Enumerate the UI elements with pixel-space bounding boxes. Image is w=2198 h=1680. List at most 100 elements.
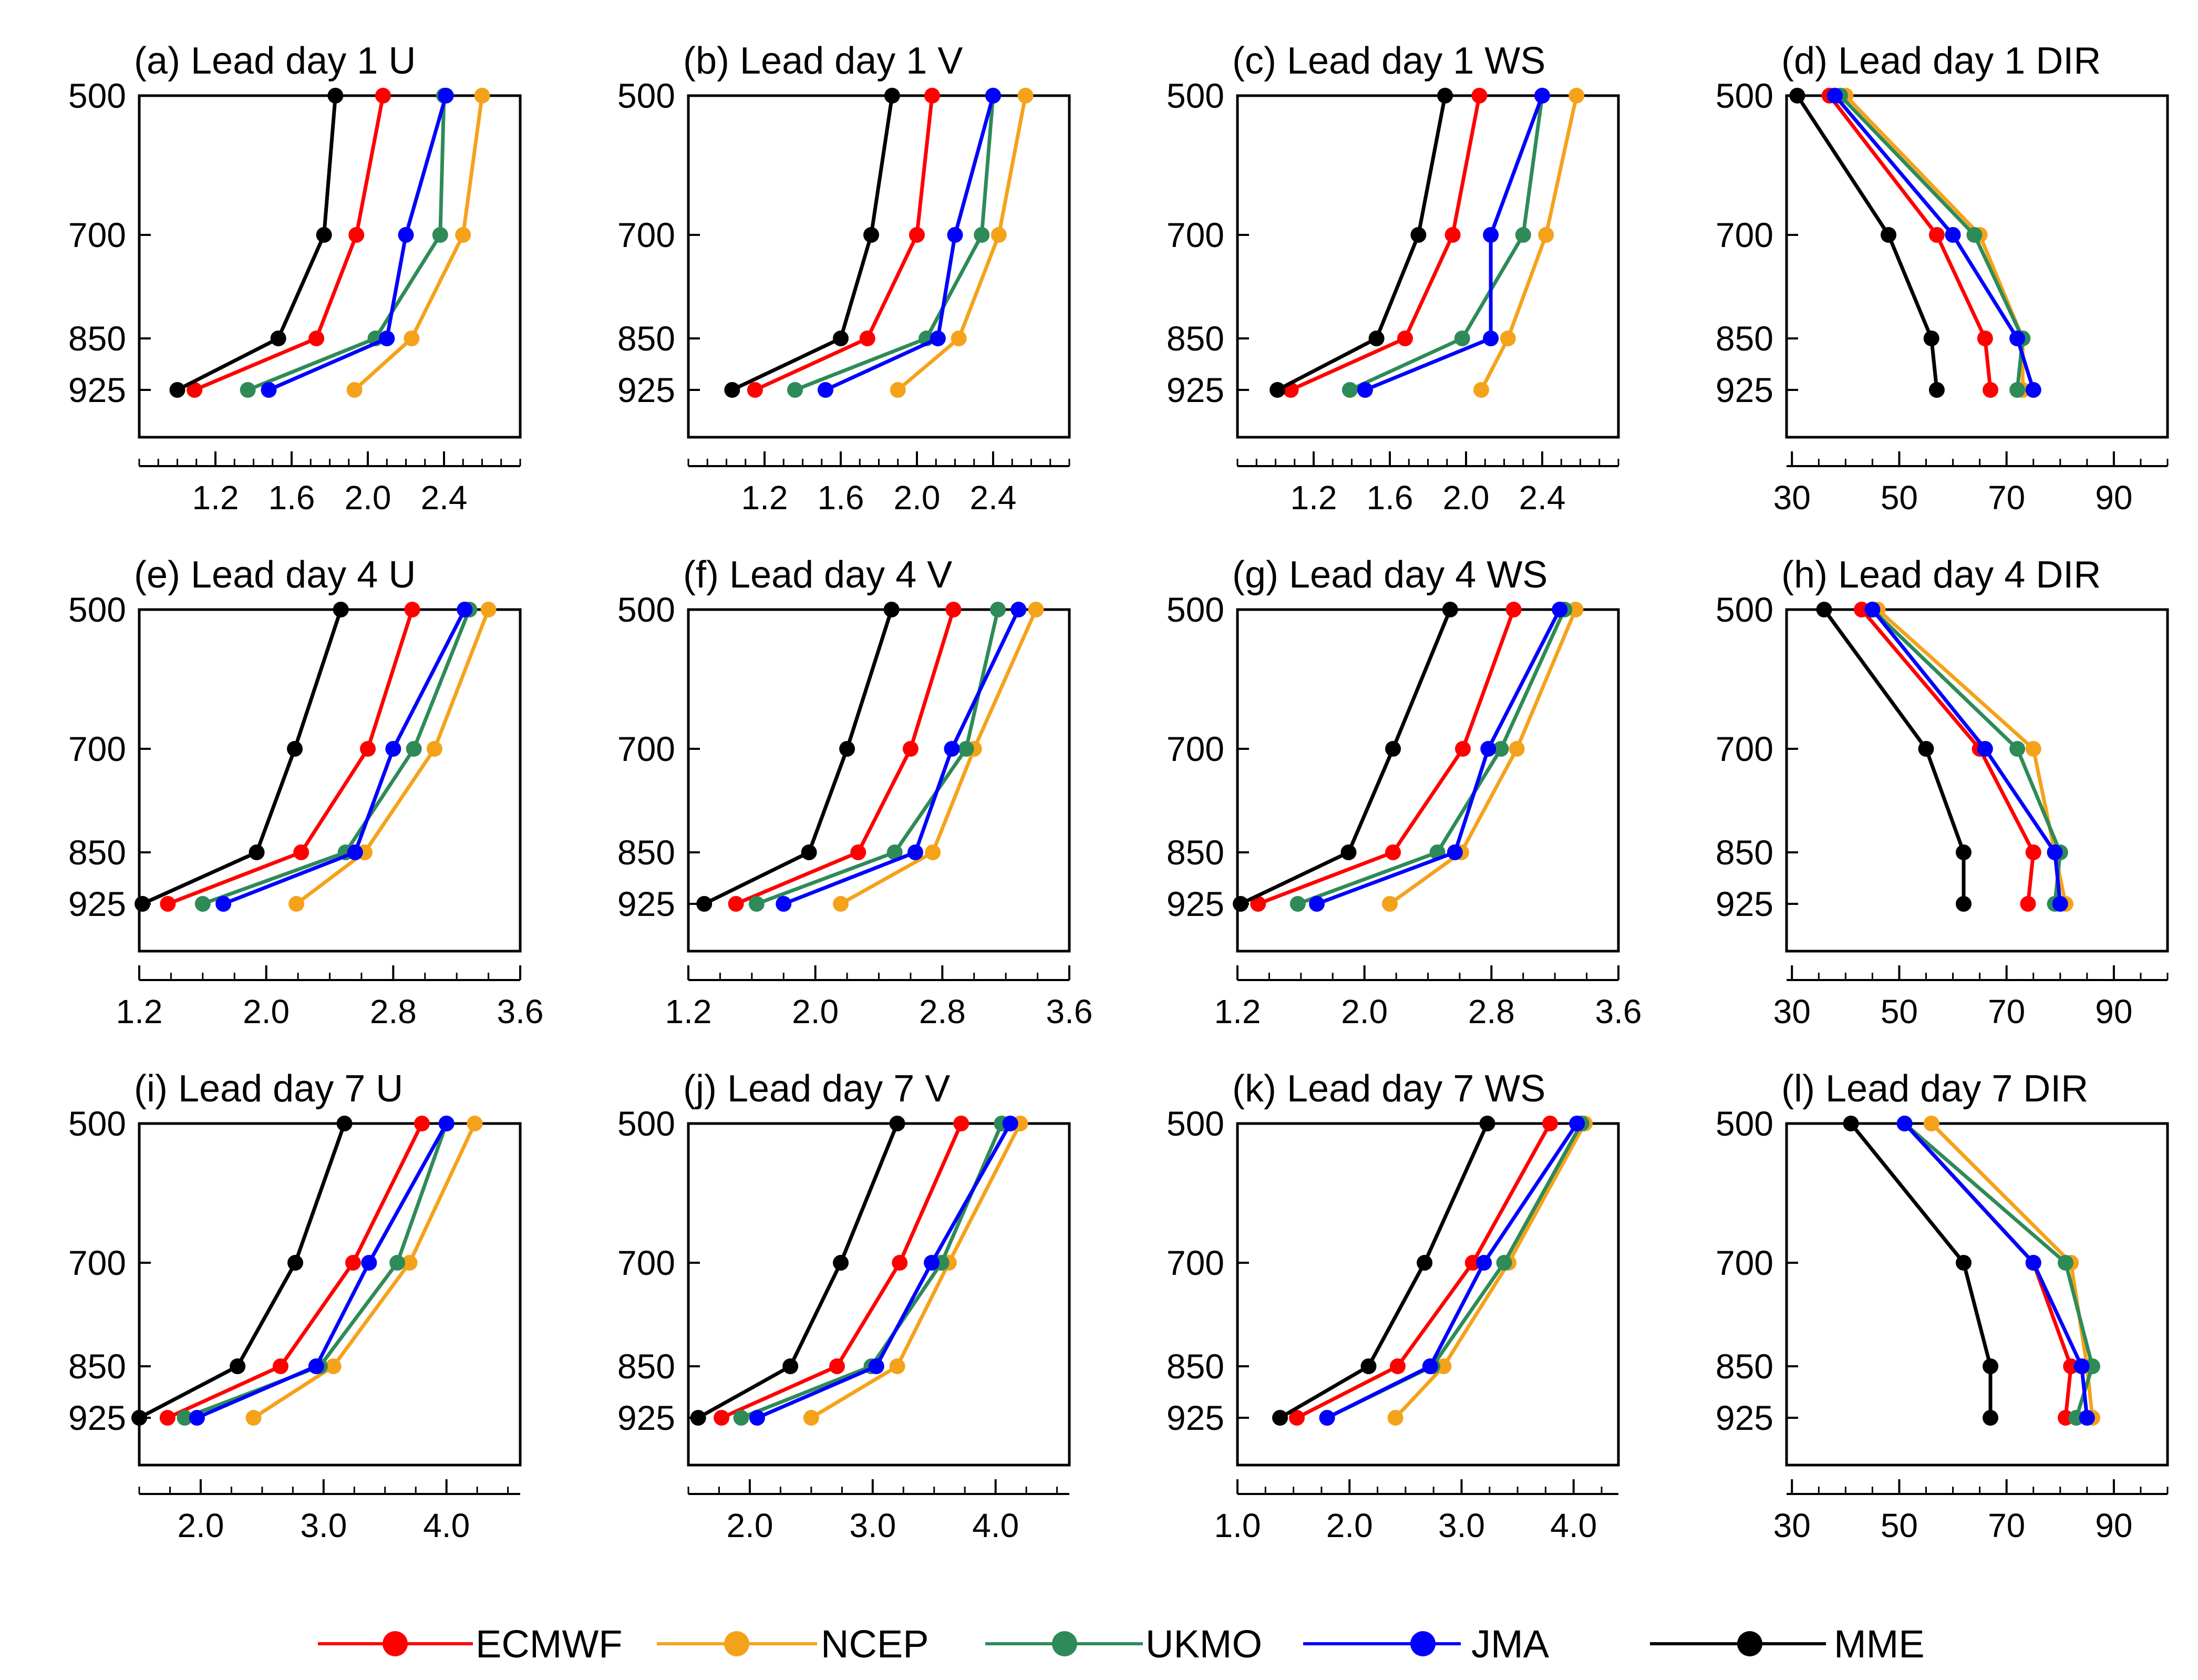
data-point-mme-700 (1881, 227, 1897, 243)
data-point-jma-850 (907, 844, 923, 860)
data-point-ecmwf-700 (1464, 1255, 1481, 1271)
data-point-ecmwf-700 (1444, 227, 1461, 243)
plot-frame (687, 94, 1071, 439)
data-point-ecmwf-700 (345, 1255, 361, 1271)
y-tick-label: 925 (68, 884, 126, 923)
data-point-ecmwf-700 (360, 741, 376, 757)
series-line-jma (783, 609, 1020, 906)
data-point-jma-925 (261, 382, 277, 398)
series-line-ncep (1844, 94, 2025, 390)
panel-title: (k) Lead day 7 WS (1232, 1068, 1545, 1110)
series-line-mme (176, 95, 337, 392)
data-point-mme-850 (1983, 1358, 1999, 1374)
series-line-jma (1871, 608, 2062, 904)
data-point-ecmwf-925 (714, 1410, 730, 1426)
legend-entry-ncep: NCEP (657, 1622, 929, 1666)
legend-label-ecmwf: ECMWF (476, 1622, 623, 1666)
data-point-jma-500 (1010, 602, 1027, 617)
data-point-mme-850 (249, 844, 265, 860)
y-tick-label: 500 (68, 590, 126, 629)
data-point-ecmwf-850 (829, 1358, 845, 1374)
data-point-ukmo-925 (748, 896, 765, 912)
data-point-jma-850 (2047, 844, 2063, 860)
data-point-ncep-850 (889, 1358, 905, 1374)
y-tick-label: 925 (1716, 884, 1773, 923)
data-point-ecmwf-925 (1289, 1410, 1305, 1426)
data-point-ecmwf-850 (850, 844, 866, 860)
data-point-mme-850 (1368, 331, 1385, 346)
y-tick-label: 500 (68, 1104, 126, 1143)
x-tick-label: 70 (1988, 993, 2025, 1030)
plot-frame (687, 1122, 1071, 1467)
y-tick-label: 500 (617, 590, 675, 629)
data-point-jma-850 (1483, 331, 1499, 346)
data-point-ukmo-850 (886, 844, 903, 860)
data-point-jma-700 (1483, 227, 1499, 243)
data-point-mme-700 (287, 1255, 304, 1271)
y-tick-label: 700 (1167, 729, 1224, 768)
data-point-ecmwf-500 (945, 602, 962, 617)
data-point-jma-500 (985, 88, 1001, 104)
series-line-jma (824, 95, 995, 392)
x-tick-label: 1.6 (1367, 479, 1413, 517)
data-point-ukmo-700 (432, 227, 448, 243)
series-line-ncep (1479, 95, 1578, 391)
x-tick-label: 2.4 (1519, 479, 1566, 517)
series-line-jma (1833, 94, 2036, 391)
y-tick-label: 700 (68, 729, 126, 768)
data-point-ncep-700 (401, 1255, 418, 1271)
x-tick-label: 1.2 (741, 479, 788, 517)
data-point-ncep-925 (1382, 896, 1398, 912)
x-tick-label: 2.8 (1468, 993, 1515, 1030)
series-line-ukmo (1349, 95, 1544, 392)
y-tick-label: 925 (1716, 1398, 1773, 1437)
data-point-mme-850 (782, 1358, 799, 1374)
legend-marker-jma (1410, 1631, 1436, 1656)
x-tick-label: 30 (1773, 479, 1811, 517)
panel-title: (j) Lead day 7 V (683, 1068, 950, 1110)
data-point-ecmwf-925 (1250, 896, 1266, 912)
panel-title: (l) Lead day 7 DIR (1781, 1068, 2088, 1110)
data-point-ncep-500 (1028, 602, 1044, 617)
plot-frame (138, 1122, 522, 1467)
data-point-ecmwf-700 (1454, 741, 1471, 757)
series-line-mme (1276, 95, 1447, 392)
y-tick-label: 925 (617, 370, 675, 409)
series-line-ecmwf (754, 95, 934, 392)
data-point-mme-850 (833, 331, 849, 346)
data-point-mme-850 (1955, 844, 1972, 860)
x-tick-label: 2.0 (243, 993, 290, 1030)
data-point-jma-700 (947, 227, 963, 243)
panel-title: (h) Lead day 4 DIR (1781, 554, 2101, 596)
data-point-ncep-850 (951, 331, 967, 346)
x-tick-label: 90 (2095, 993, 2132, 1030)
data-point-ecmwf-925 (2020, 896, 2036, 912)
plot-frame (1236, 1122, 1620, 1467)
data-point-jma-700 (1977, 741, 1993, 757)
x-tick-label: 50 (1881, 479, 1918, 517)
series-line-mme (1849, 1122, 1993, 1418)
data-point-ncep-925 (288, 896, 305, 912)
data-point-mme-500 (1789, 88, 1805, 104)
x-tick-label: 2.0 (726, 1507, 773, 1544)
data-point-jma-500 (1826, 88, 1843, 104)
data-point-mme-850 (230, 1358, 246, 1374)
panel-title: (e) Lead day 4 U (134, 554, 416, 596)
x-tick-label: 1.6 (818, 479, 864, 517)
data-point-ecmwf-500 (375, 88, 391, 104)
data-point-ecmwf-700 (348, 227, 365, 243)
data-point-ukmo-925 (177, 1410, 193, 1426)
series-line-jma (196, 1122, 448, 1420)
data-point-ukmo-700 (406, 741, 422, 757)
data-point-mme-500 (884, 88, 900, 104)
y-tick-label: 925 (1167, 884, 1224, 923)
series-line-jma (1316, 609, 1562, 906)
data-point-ncep-850 (325, 1358, 342, 1374)
data-point-ukmo-925 (787, 382, 803, 398)
data-point-ncep-925 (245, 1410, 262, 1426)
data-point-mme-925 (1983, 1410, 1999, 1426)
data-point-ncep-850 (925, 844, 941, 860)
data-point-ecmwf-500 (404, 602, 420, 617)
